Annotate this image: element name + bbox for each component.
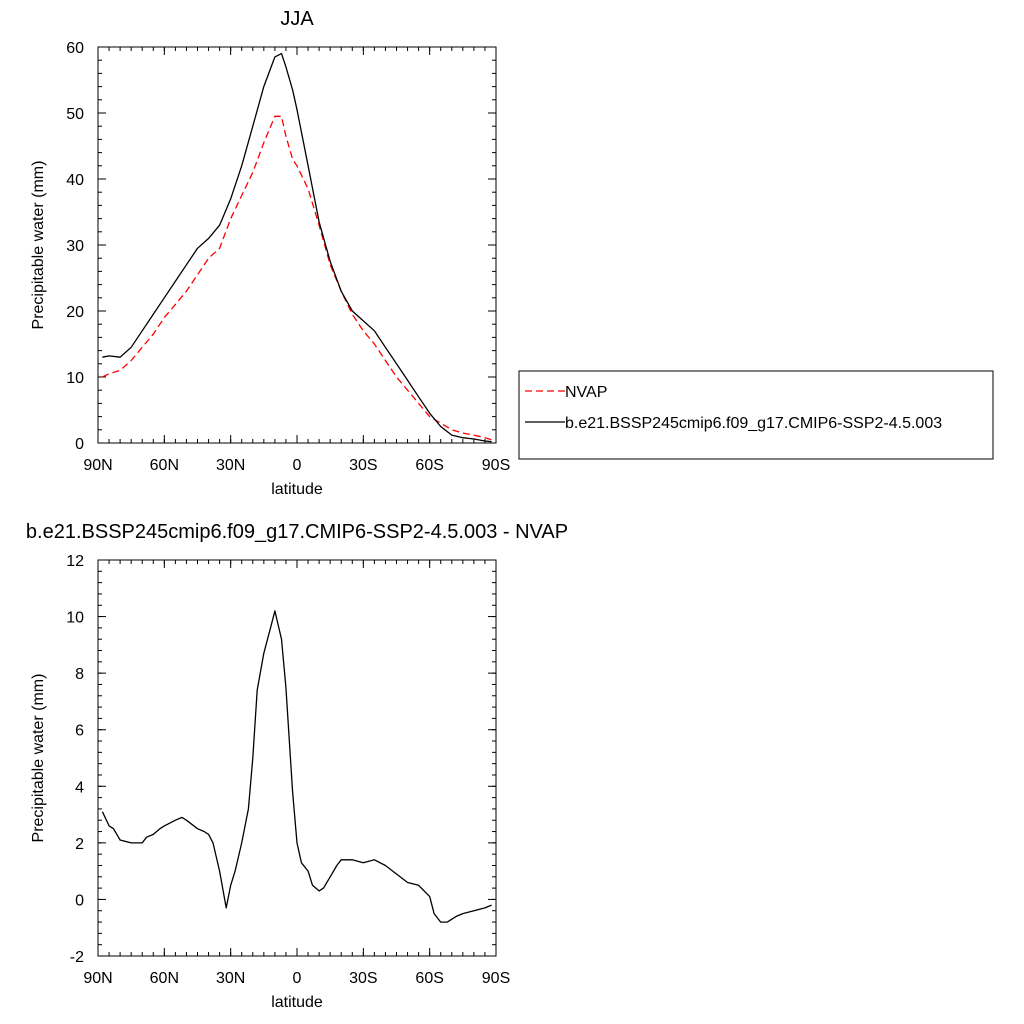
legend: NVAP b.e21.BSSP245cmip6.f09_g17.CMIP6-SSP…: [518, 370, 994, 460]
y-tick-label: 30: [66, 238, 84, 255]
x-axis-label: latitude: [271, 481, 323, 498]
series-line-nvap: [102, 115, 492, 441]
series-line-b-e21-bssp245cmip6-f09-g17-cmip6-ssp2-4-5-003: [102, 52, 492, 443]
x-tick-label: 30S: [349, 970, 377, 987]
y-tick-label: 0: [75, 892, 84, 909]
x-tick-label: 30N: [216, 970, 245, 987]
y-tick-label: 2: [75, 836, 84, 853]
x-tick-label: 90N: [83, 457, 112, 474]
y-tick-label: -2: [70, 949, 84, 966]
legend-entry-label: b.e21.BSSP245cmip6.f09_g17.CMIP6-SSP2-4.…: [565, 415, 942, 432]
y-tick-label: 20: [66, 304, 84, 321]
y-tick-label: 40: [66, 172, 84, 189]
chart-title: JJA: [280, 8, 314, 30]
chart-title: b.e21.BSSP245cmip6.f09_g17.CMIP6-SSP2-4.…: [26, 521, 568, 543]
x-tick-label: 60S: [415, 970, 443, 987]
legend-entry-label: NVAP: [565, 384, 607, 401]
y-tick-label: 10: [66, 370, 84, 387]
y-tick-label: 10: [66, 610, 84, 627]
y-tick-label: 60: [66, 40, 84, 57]
x-tick-label: 90N: [83, 970, 112, 987]
x-tick-label: 30S: [349, 457, 377, 474]
x-tick-label: 60S: [415, 457, 443, 474]
x-tick-label: 0: [293, 970, 302, 987]
x-tick-label: 60N: [150, 457, 179, 474]
plot-frame: [97, 559, 497, 957]
y-tick-label: 6: [75, 723, 84, 740]
plot-frame: [97, 46, 497, 444]
x-tick-label: 0: [293, 457, 302, 474]
x-tick-label: 90S: [482, 970, 510, 987]
y-tick-label: 4: [75, 779, 84, 796]
x-tick-label: 60N: [150, 970, 179, 987]
x-axis-label: latitude: [271, 994, 323, 1011]
y-tick-label: 0: [75, 436, 84, 453]
panel-top: 90N 60N 30N 0 30S 60S 90S 0 10 20 30 40 50 60 JJA latit…: [30, 8, 510, 498]
x-tick-label: 90S: [482, 457, 510, 474]
x-tick-label: 30N: [216, 457, 245, 474]
panel-bottom: 90N 60N 30N 0 30S 60S 90S -2 0 2 4 6 8 10 12 b.e21.BSSP…: [26, 521, 568, 1011]
series-line-panel-1-line: [101, 610, 492, 923]
legend-box: [518, 370, 994, 460]
y-tick-label: 8: [75, 666, 84, 683]
y-axis-label: Precipitable water (mm): [30, 161, 47, 330]
y-tick-label: 50: [66, 106, 84, 123]
y-tick-label: 12: [66, 553, 84, 570]
y-axis-label: Precipitable water (mm): [30, 674, 47, 843]
